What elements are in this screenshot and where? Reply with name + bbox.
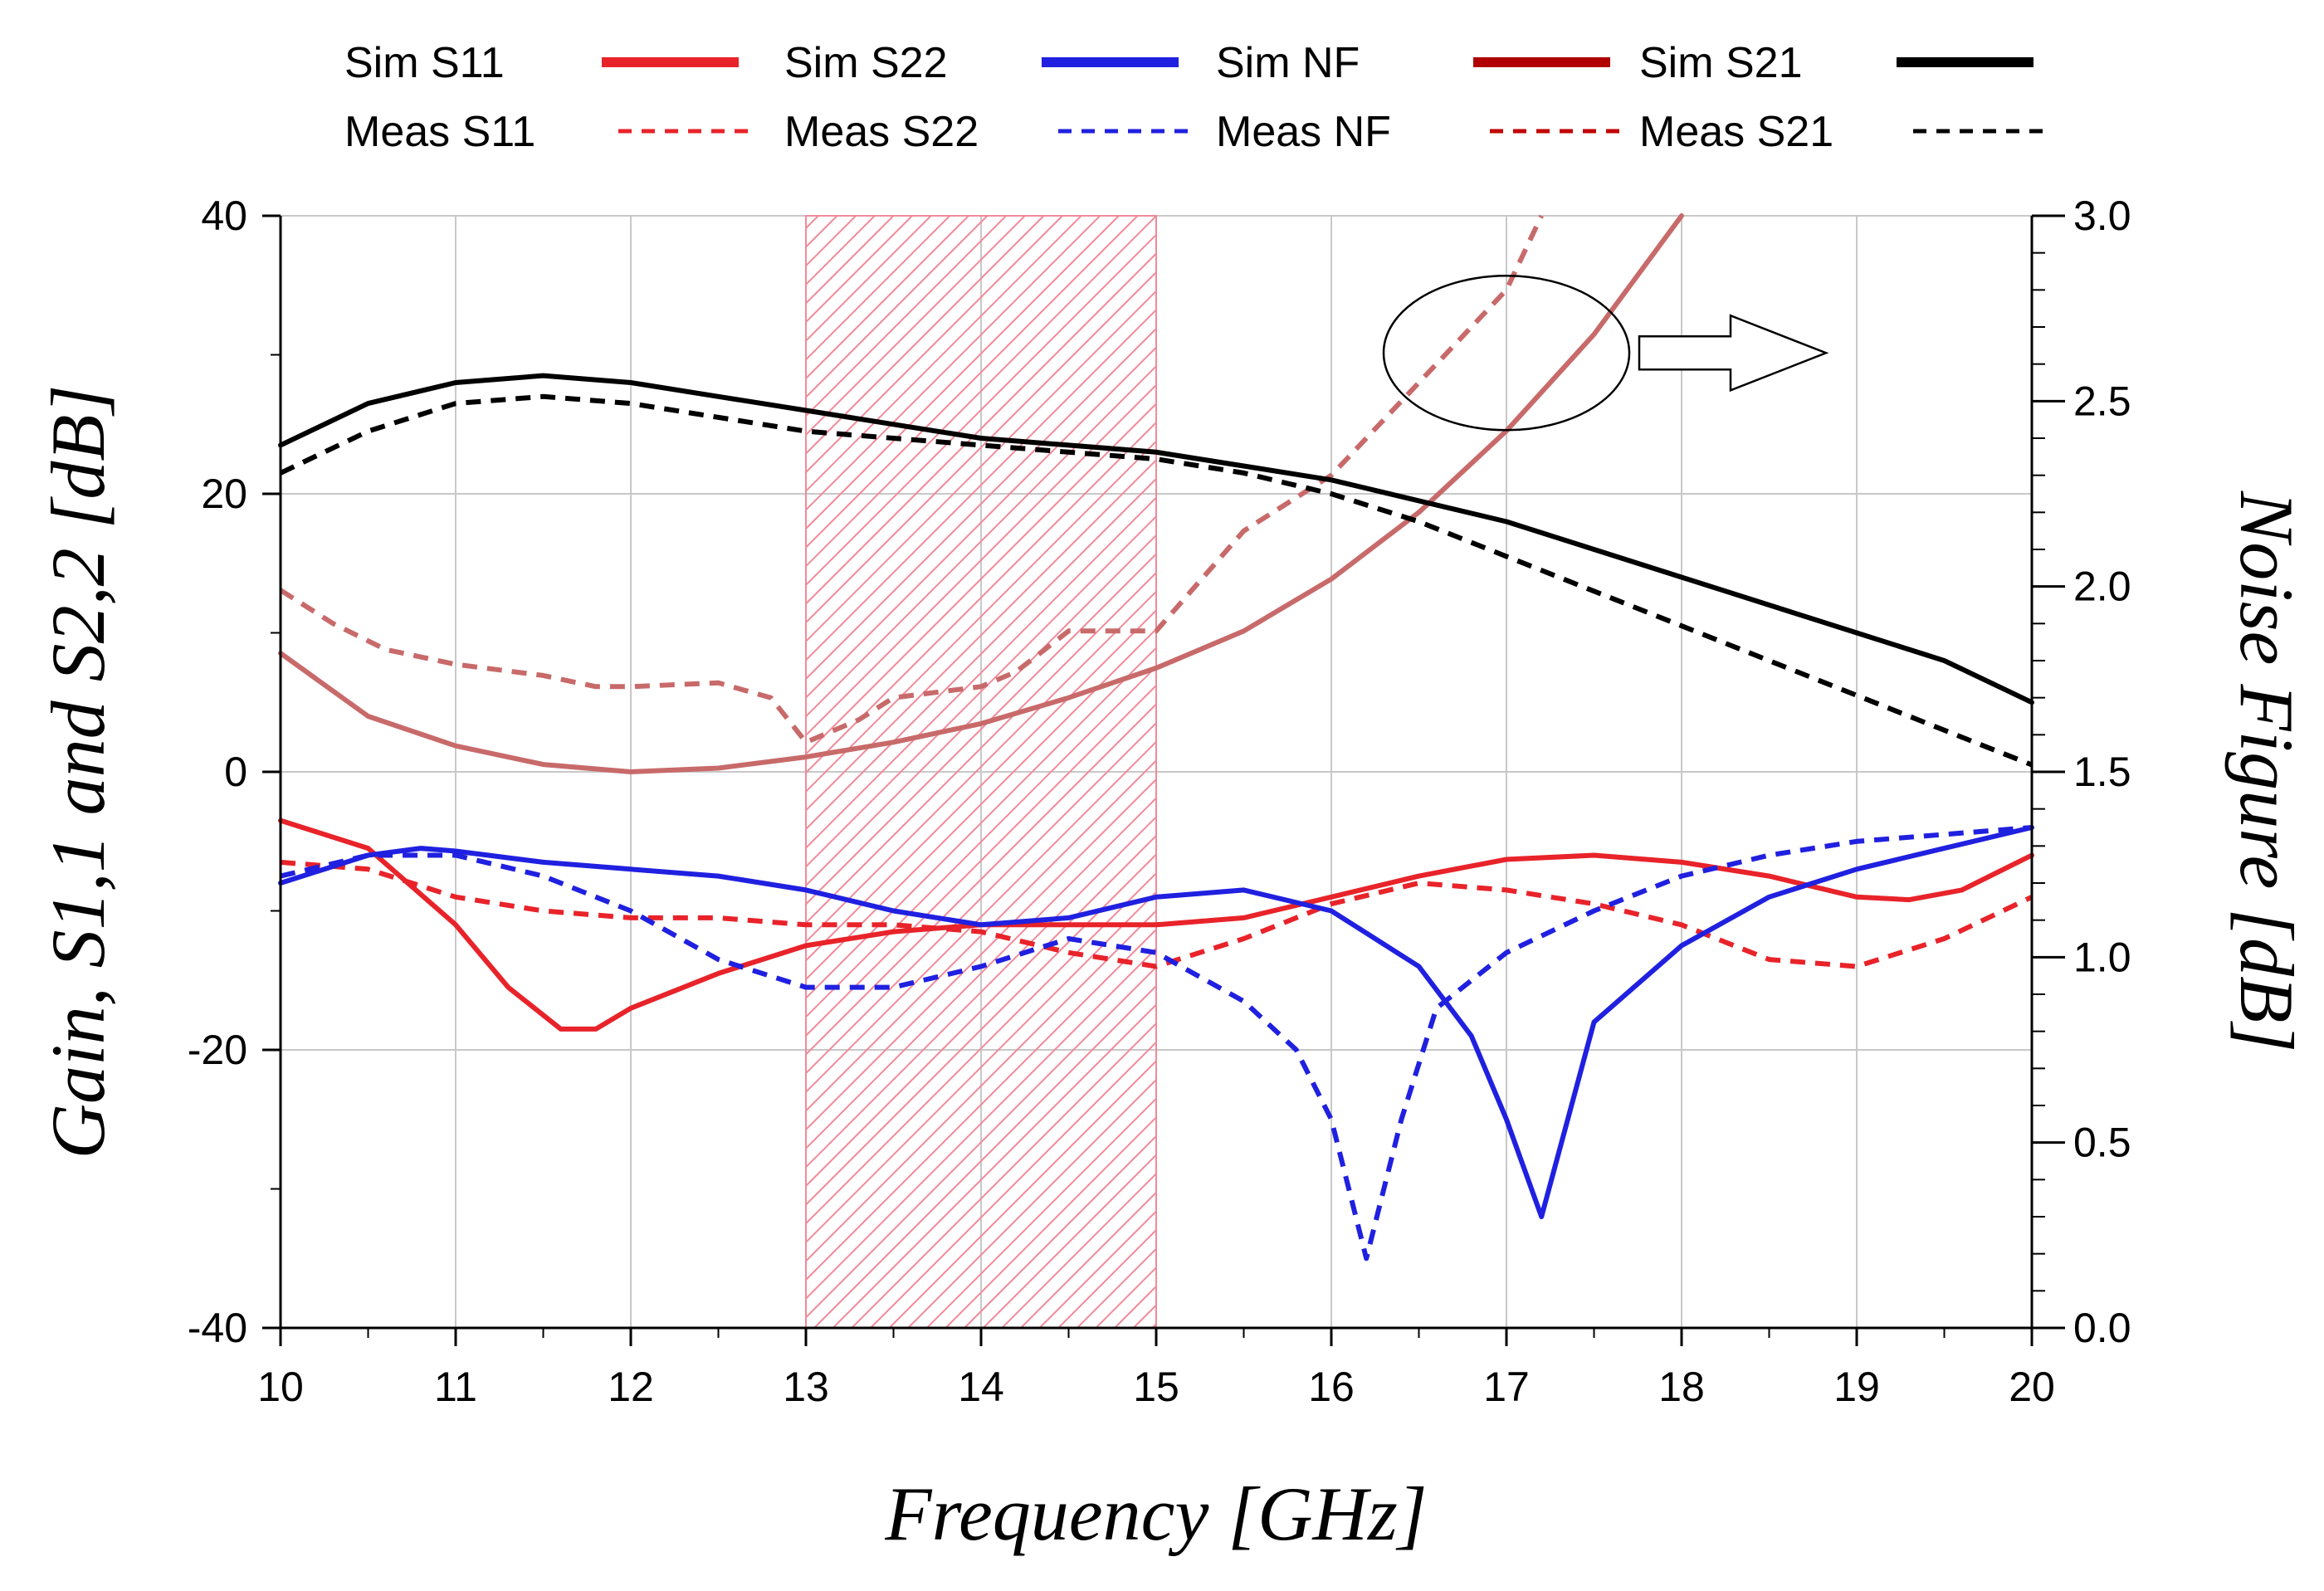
x-tick-label: 10 (257, 1364, 304, 1410)
y-right-tick-label: 2.0 (2073, 564, 2131, 610)
x-tick-label: 14 (958, 1364, 1004, 1410)
x-tick-label: 16 (1308, 1364, 1355, 1410)
highlight-band (805, 215, 1157, 1329)
y-right-axis-title: Noise Figure [dB] (2224, 490, 2309, 1052)
series-line (278, 213, 1684, 774)
y-left-tick-label: 20 (201, 471, 247, 517)
annotation (1382, 275, 1829, 432)
annotation-arrow (1638, 314, 1829, 393)
legend-label: Sim S22 (784, 39, 948, 87)
y-right-tick-label: 1.0 (2073, 934, 2131, 980)
x-tick-label: 11 (434, 1364, 477, 1410)
legend-label: Sim NF (1216, 39, 1360, 87)
hatched-band (805, 215, 1157, 1329)
series-group (278, 213, 2034, 1262)
x-axis-title: Frequency [GHz] (884, 1471, 1427, 1556)
legend-label: Sim S21 (1639, 39, 1803, 87)
y-left-tick-label: 40 (201, 193, 247, 239)
y-right-tick-label: 1.5 (2073, 749, 2131, 795)
series-line (280, 825, 2033, 1262)
x-tick-label: 20 (2009, 1364, 2055, 1410)
axes: 10 11 12 13 14 15 16 17 18 19 20 40 20 0 -20 -40 3.0 2.5 2… (36, 193, 2309, 1556)
y-right-tick-label: 0.0 (2073, 1305, 2131, 1351)
legend-label: Meas S11 (344, 108, 535, 156)
annotation-ellipse (1382, 275, 1631, 432)
y-left-axis-title: Gain, S1,1 and S2,2 [dB] (36, 385, 120, 1159)
y-right-tick-label: 0.5 (2073, 1120, 2131, 1166)
y-right-tick-label: 2.5 (2073, 378, 2131, 424)
legend-label: Meas S22 (784, 108, 979, 156)
series-line (280, 859, 2034, 969)
y-left-tick-label: -40 (188, 1305, 247, 1351)
x-tick-label: 12 (608, 1364, 654, 1410)
x-tick-label: 19 (1833, 1364, 1880, 1410)
y-left-tick-label: -20 (188, 1027, 247, 1073)
x-tick-label: 15 (1133, 1364, 1179, 1410)
x-tick-label: 18 (1658, 1364, 1705, 1410)
y-left-tick-label: 0 (224, 749, 247, 795)
series-line (279, 214, 1544, 745)
y-right-tick-label: 3.0 (2073, 193, 2131, 239)
series-line (278, 373, 2034, 705)
series-line (278, 825, 2034, 1219)
x-tick-label: 17 (1483, 1364, 1530, 1410)
legend-label: Meas NF (1216, 108, 1391, 156)
x-tick-label: 13 (783, 1364, 829, 1410)
legend-label: Meas S21 (1639, 108, 1833, 156)
legend: Sim S11 Meas S11 Sim S22 Meas S22 Sim NF Meas… (344, 39, 2050, 156)
series-line (278, 817, 2034, 1032)
series-line (279, 393, 2034, 768)
legend-label: Sim S11 (344, 39, 505, 87)
